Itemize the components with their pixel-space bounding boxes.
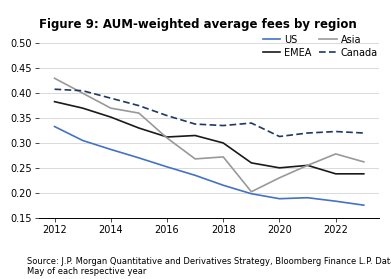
EMEA [249,161,254,165]
EMEA [136,126,141,130]
US [305,196,310,199]
Canada [249,121,254,125]
Asia [52,77,57,80]
Asia [165,136,169,140]
EMEA [52,100,57,103]
Canada [193,122,197,126]
US [334,199,338,203]
Asia [249,190,254,193]
Canada [80,89,85,92]
EMEA [80,107,85,110]
US [193,174,197,177]
Canada [277,135,282,138]
US [221,184,226,187]
Canada [361,131,366,135]
Line: Canada: Canada [55,89,364,136]
Text: Figure 9: AUM-weighted average fees by region: Figure 9: AUM-weighted average fees by r… [39,18,357,31]
Asia [334,152,338,156]
Canada [165,114,169,117]
US [108,148,113,151]
Asia [305,164,310,167]
EMEA [165,135,169,139]
Asia [361,160,366,163]
EMEA [277,166,282,170]
Canada [108,97,113,100]
Canada [334,130,338,133]
Canada [136,104,141,107]
Asia [193,157,197,161]
Text: Source: J.P. Morgan Quantitative and Derivatives Strategy, Bloomberg Finance L.P: Source: J.P. Morgan Quantitative and Der… [27,257,391,276]
Canada [221,124,226,127]
Line: US: US [55,127,364,205]
Asia [277,176,282,179]
EMEA [221,141,226,145]
EMEA [193,134,197,137]
US [80,139,85,142]
US [277,197,282,200]
US [361,203,366,207]
US [165,165,169,169]
US [249,192,254,195]
Canada [52,88,57,91]
Asia [136,111,141,115]
US [52,125,57,128]
EMEA [305,164,310,167]
Line: Asia: Asia [55,78,364,192]
Line: EMEA: EMEA [55,102,364,174]
US [136,156,141,160]
Asia [80,92,85,95]
Canada [305,131,310,135]
EMEA [361,172,366,175]
Legend: US, EMEA, Asia, Canada: US, EMEA, Asia, Canada [263,35,378,57]
Asia [221,155,226,158]
EMEA [108,116,113,119]
Asia [108,107,113,110]
EMEA [334,172,338,175]
